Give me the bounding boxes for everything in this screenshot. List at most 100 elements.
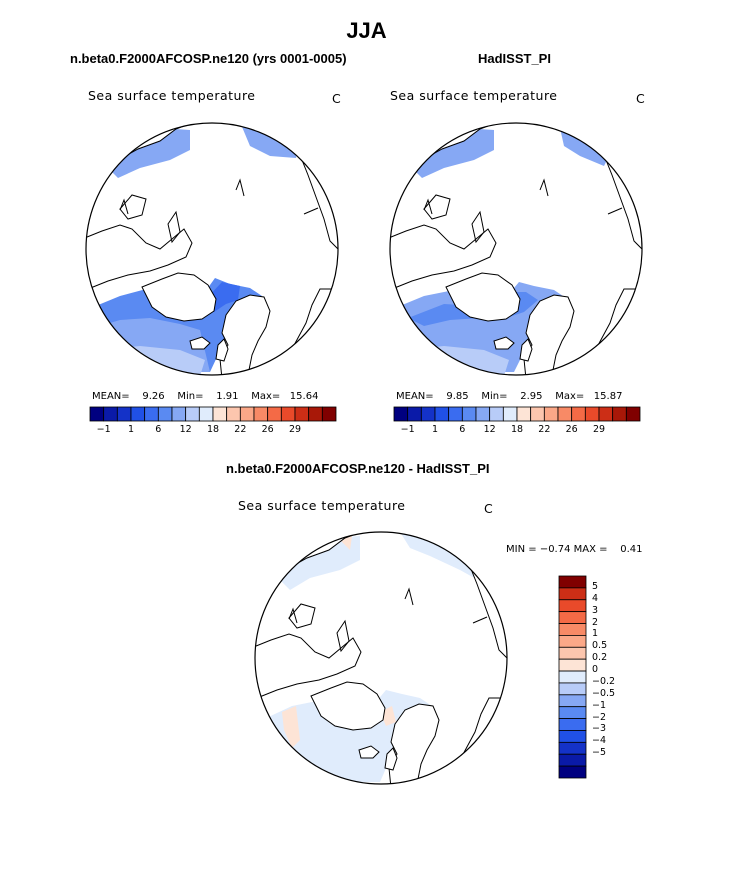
diff-minmax: MIN = −0.74 MAX = 0.41 xyxy=(506,544,643,555)
colorbar-left-tick-label: 22 xyxy=(234,424,247,435)
figure-title: JJA xyxy=(346,18,387,43)
colorbar-diff-swatch xyxy=(558,575,587,589)
colorbar-right-swatch xyxy=(625,406,641,422)
colorbar-right-swatch xyxy=(448,406,463,422)
colorbar-left-swatch xyxy=(267,406,282,422)
colorbar-diff-tick-label: −4 xyxy=(592,735,607,747)
left-map-boundary xyxy=(85,122,339,376)
colorbar-left-swatch xyxy=(144,406,159,422)
colorbar-right-tick-label: 1 xyxy=(431,424,439,435)
colorbar-right-swatch xyxy=(407,406,422,422)
colorbar-diff-swatch xyxy=(558,670,587,684)
colorbar-diff-swatch xyxy=(558,635,587,648)
colorbar-diff-tick-label: 4 xyxy=(592,592,599,604)
colorbar-right-swatch xyxy=(461,406,477,422)
colorbar-left-swatch xyxy=(116,406,132,422)
colorbar-right-swatch xyxy=(543,406,559,422)
colorbar-left-swatch xyxy=(185,406,200,422)
colorbar-left-swatch xyxy=(321,406,337,422)
panel-left-stats: MEAN= 9.26 Min= 1.91 Max= 15.64 xyxy=(92,391,318,402)
colorbar-diff-tick-label: −3 xyxy=(592,723,607,735)
colorbar-right-swatch xyxy=(393,406,409,422)
colorbar-left-swatch xyxy=(157,406,173,422)
min-label: MIN = xyxy=(506,544,537,555)
colorbar-diff-swatch xyxy=(558,765,587,779)
colorbar-left-tick-label: 12 xyxy=(179,424,192,435)
colorbar-right-swatch xyxy=(571,406,586,422)
panel-right-stats: MEAN= 9.85 Min= 2.95 Max= 15.87 xyxy=(396,391,622,402)
colorbar-left-tick-label: 1 xyxy=(127,424,135,435)
max-label: MAX = xyxy=(573,544,608,555)
panel-left-variable: Sea surface temperature xyxy=(88,88,256,103)
colorbar-left-swatch xyxy=(130,406,146,422)
max-label: Max= xyxy=(251,391,281,402)
colorbar-right-swatch xyxy=(434,406,450,422)
colorbar-diff-swatch xyxy=(558,682,587,696)
min-value: −0.74 xyxy=(539,544,571,555)
colorbar-left xyxy=(89,406,337,422)
max-label: Max= xyxy=(555,391,585,402)
colorbar-diff-swatch xyxy=(558,658,587,672)
colorbar-left-swatch xyxy=(239,406,255,422)
colorbar-right-swatch xyxy=(530,406,545,422)
colorbar-diff-tick-label: 5 xyxy=(592,580,599,592)
max-value: 15.64 xyxy=(289,391,319,402)
colorbar-left-tick-label: 29 xyxy=(288,424,302,435)
diff-panel-variable: Sea surface temperature xyxy=(238,498,406,513)
colorbar-left-tick-label: 18 xyxy=(206,424,220,435)
colorbar-diff-tick-label: −2 xyxy=(592,711,607,723)
colorbar-diff-tick-label: 0.2 xyxy=(592,652,608,664)
colorbar-left-swatch xyxy=(226,406,241,422)
colorbar-left-swatch xyxy=(280,406,296,422)
colorbar-diff-swatch xyxy=(558,623,587,636)
colorbar-right-swatch xyxy=(612,406,627,422)
panel-right-units: C xyxy=(636,91,646,106)
colorbar-right-swatch xyxy=(502,406,518,422)
panel-left-units: C xyxy=(332,91,342,106)
colorbar-right-swatch xyxy=(557,406,573,422)
panel-left-title: n.beta0.F2000AFCOSP.ne120 (yrs 0001-0005… xyxy=(70,51,347,66)
right-map-boundary xyxy=(389,122,643,376)
colorbar-diff xyxy=(558,575,587,779)
colorbar-right-swatch xyxy=(584,406,600,422)
colorbar-diff-swatch xyxy=(558,611,587,624)
diff-panel-units: C xyxy=(484,501,494,516)
colorbar-right-tick-label: 22 xyxy=(538,424,551,435)
colorbar-left-swatch xyxy=(171,406,187,422)
colorbar-right-swatch xyxy=(420,406,436,422)
colorbar-right-tick-label: 18 xyxy=(510,424,524,435)
min-label: Min= xyxy=(177,391,204,402)
colorbar-diff-swatch xyxy=(558,753,587,767)
min-value: 2.95 xyxy=(520,391,543,402)
min-value: 1.91 xyxy=(216,391,239,402)
colorbar-diff-tick-label: −5 xyxy=(592,747,607,759)
colorbar-diff-swatch xyxy=(558,741,587,755)
mean-value: 9.85 xyxy=(446,391,469,402)
colorbar-diff-tick-label: 0 xyxy=(592,664,599,676)
colorbar-diff-swatch xyxy=(558,694,587,708)
colorbar-diff-tick-label: −0.5 xyxy=(592,687,616,699)
colorbar-diff-tick-label: 3 xyxy=(592,604,599,616)
colorbar-diff-tick-label: −1 xyxy=(592,699,607,711)
colorbar-left-swatch xyxy=(294,406,310,422)
colorbar-right-tick-label: −1 xyxy=(400,424,415,435)
colorbar-diff-swatch xyxy=(558,718,587,731)
mean-label: MEAN= xyxy=(92,391,130,402)
colorbar-left-swatch xyxy=(308,406,323,422)
diff-map-boundary xyxy=(254,531,508,785)
colorbar-right-tick-label: 6 xyxy=(459,424,466,435)
colorbar-diff-tick-label: 1 xyxy=(592,628,599,640)
colorbar-diff-swatch xyxy=(558,646,587,660)
colorbar-right-tick-label: 26 xyxy=(565,424,578,435)
colorbar-right-tick-label: 12 xyxy=(483,424,496,435)
colorbar-right-swatch xyxy=(489,406,504,422)
colorbar-left-tick-label: 6 xyxy=(155,424,162,435)
colorbar-right-swatch xyxy=(598,406,614,422)
colorbar-right-tick-label: 29 xyxy=(592,424,606,435)
colorbar-left-swatch xyxy=(198,406,214,422)
colorbar-left-swatch xyxy=(103,406,118,422)
max-value: 15.87 xyxy=(593,391,623,402)
colorbar-diff-tick-label: −0.2 xyxy=(592,675,616,687)
colorbar-diff-swatch xyxy=(558,599,587,613)
